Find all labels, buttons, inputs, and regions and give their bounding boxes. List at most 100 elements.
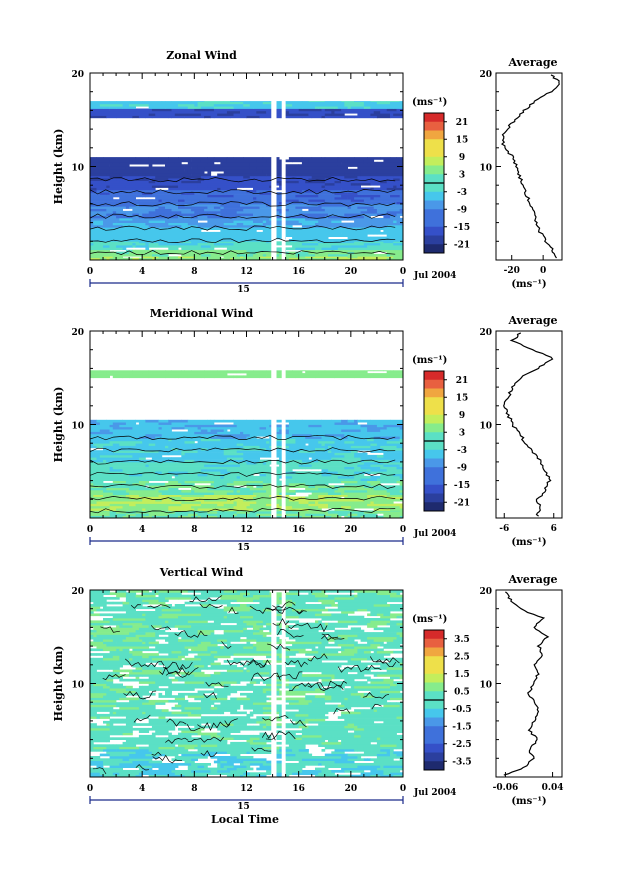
heatmap-cell	[181, 510, 185, 512]
heatmap-cell	[106, 468, 110, 472]
heatmap-cell	[354, 436, 375, 439]
heatmap-cell	[122, 725, 133, 729]
heatmap-cell	[341, 159, 345, 163]
heatmap-cell	[220, 215, 238, 219]
heatmap-cell	[148, 648, 169, 652]
heatmap-cell	[184, 370, 192, 372]
heatmap-cell	[285, 716, 296, 719]
heatmap-cell	[207, 471, 221, 474]
heatmap-cell	[145, 242, 150, 246]
heatmap-cell	[363, 110, 375, 114]
heatmap-cell	[161, 671, 172, 675]
heatmap-cell	[328, 494, 348, 497]
colorbar-segment	[424, 379, 444, 389]
heatmap-cell	[243, 737, 251, 740]
heatmap-cell	[223, 429, 228, 432]
heatmap-cell	[184, 217, 202, 221]
heatmap-cell	[373, 634, 391, 638]
heatmap-cell	[210, 697, 228, 701]
heatmap-cell	[165, 103, 172, 107]
heatmap-cell	[217, 650, 238, 654]
heatmap-cell	[122, 718, 136, 722]
heatmap-cell	[256, 662, 267, 666]
heatmap-cell	[246, 115, 260, 119]
heatmap-cell	[399, 510, 404, 512]
heatmap-cell	[230, 744, 247, 747]
heatmap-cell	[350, 189, 365, 193]
heatmap-cell	[376, 459, 391, 463]
heatmap-cell	[393, 632, 397, 635]
heatmap-cell	[269, 494, 273, 497]
heatmap-cell	[103, 746, 107, 750]
heatmap-cell	[337, 424, 352, 428]
heatmap-cell	[253, 106, 273, 109]
heatmap-cell	[350, 106, 365, 109]
heatmap-cell	[90, 674, 101, 677]
heatmap-cell	[259, 206, 280, 209]
heatmap-cell	[90, 159, 110, 163]
heatmap-cell	[253, 590, 270, 593]
heatmap-cell	[223, 208, 244, 212]
heatmap-cell	[145, 482, 166, 486]
heatmap-cell	[305, 772, 319, 775]
heatmap-cell	[226, 615, 241, 619]
heatmap-cell	[148, 503, 169, 507]
heatmap-cell	[246, 739, 254, 743]
heatmap-cell	[386, 196, 394, 200]
heatmap-cell	[324, 234, 342, 237]
heatmap-cell	[158, 249, 169, 252]
heatmap-cell	[328, 217, 332, 221]
heatmap-cell	[168, 178, 176, 181]
heatmap-cell	[135, 676, 140, 680]
heatmap-cell	[178, 639, 182, 642]
heatmap-cell	[132, 492, 146, 495]
heatmap-cell	[178, 695, 185, 698]
heatmap-cell	[116, 643, 133, 647]
heatmap-cell	[168, 224, 172, 228]
heatmap-cell	[321, 709, 339, 712]
heatmap-cell	[390, 697, 404, 701]
heatmap-cell	[112, 744, 117, 747]
heatmap-cell	[112, 101, 123, 105]
heatmap-cell	[383, 443, 391, 446]
heatmap-cell	[256, 681, 260, 684]
heatmap-cell	[285, 511, 299, 514]
heatmap-cell	[138, 730, 150, 733]
heatmap-cell	[399, 625, 404, 628]
heatmap-cell	[213, 103, 221, 107]
heatmap-cell	[331, 613, 348, 617]
heatmap-cell	[279, 597, 293, 600]
heatmap-cell	[200, 375, 205, 379]
heatmap-cell	[165, 720, 179, 724]
heatmap-cell	[217, 767, 225, 771]
heatmap-cell	[194, 655, 215, 659]
heatmap-cell	[207, 157, 215, 160]
heatmap-cell	[116, 227, 130, 230]
heatmap-cell	[308, 236, 326, 240]
heatmap-cell	[266, 601, 273, 605]
heatmap-cell	[318, 487, 339, 491]
heatmap-cell	[373, 625, 378, 628]
heatmap-cell	[243, 629, 254, 633]
heatmap-cell	[106, 494, 120, 497]
heatmap-cell	[217, 487, 228, 491]
heatmap-cell	[181, 753, 202, 757]
heatmap-cell	[103, 494, 107, 497]
heatmap-cell	[367, 422, 374, 425]
heatmap-cell	[106, 194, 127, 198]
heatmap-cell	[269, 751, 273, 754]
heatmap-cell	[350, 187, 371, 191]
heatmap-cell	[305, 695, 316, 698]
heatmap-cell	[344, 510, 352, 512]
heatmap-cell	[275, 604, 280, 607]
heatmap-cell	[96, 482, 101, 486]
heatmap-cell	[308, 110, 319, 114]
heatmap-cell	[142, 770, 150, 773]
heatmap-cell	[204, 494, 215, 497]
heatmap-cell	[279, 746, 283, 750]
heatmap-cell	[266, 253, 273, 257]
heatmap-cell	[396, 681, 404, 684]
heatmap-cell	[350, 203, 361, 207]
heatmap-cell	[145, 618, 166, 621]
heatmap-cell	[324, 622, 329, 626]
